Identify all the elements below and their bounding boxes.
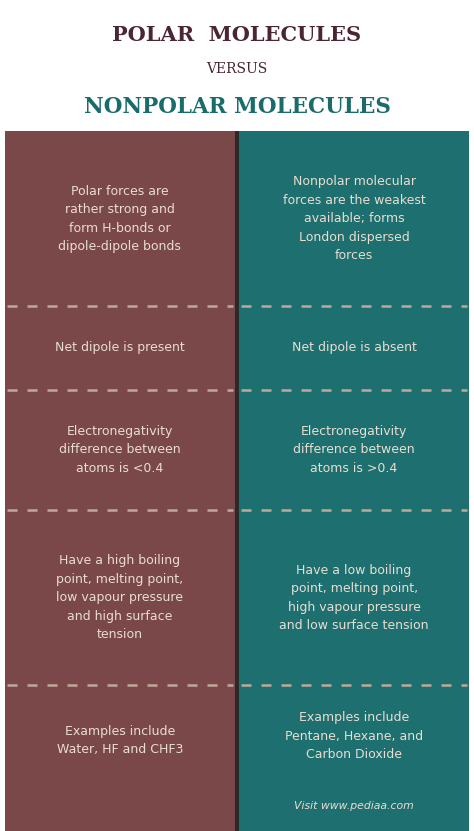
Text: Visit www.pediaa.com: Visit www.pediaa.com bbox=[294, 800, 414, 810]
Bar bbox=[239, 390, 469, 510]
Bar bbox=[5, 307, 235, 390]
Bar bbox=[239, 686, 469, 831]
Text: Electronegativity
difference between
atoms is >0.4: Electronegativity difference between ato… bbox=[293, 425, 415, 475]
Bar bbox=[5, 510, 235, 686]
Text: Examples include
Pentane, Hexane, and
Carbon Dioxide: Examples include Pentane, Hexane, and Ca… bbox=[285, 711, 423, 761]
Text: Nonpolar molecular
forces are the weakest
available; forms
London dispersed
forc: Nonpolar molecular forces are the weakes… bbox=[283, 175, 426, 263]
Text: VERSUS: VERSUS bbox=[206, 62, 268, 76]
Bar bbox=[239, 510, 469, 686]
Text: Net dipole is present: Net dipole is present bbox=[55, 342, 185, 354]
Text: NONPOLAR MOLECULES: NONPOLAR MOLECULES bbox=[83, 96, 391, 117]
Bar bbox=[5, 131, 235, 307]
Text: Examples include
Water, HF and CHF3: Examples include Water, HF and CHF3 bbox=[57, 725, 183, 756]
Bar bbox=[235, 131, 239, 831]
Text: Have a low boiling
point, melting point,
high vapour pressure
and low surface te: Have a low boiling point, melting point,… bbox=[279, 563, 429, 632]
Text: Have a high boiling
point, melting point,
low vapour pressure
and high surface
t: Have a high boiling point, melting point… bbox=[56, 554, 183, 642]
Text: Net dipole is absent: Net dipole is absent bbox=[292, 342, 417, 354]
Text: Polar forces are
rather strong and
form H-bonds or
dipole-dipole bonds: Polar forces are rather strong and form … bbox=[58, 184, 182, 253]
Bar bbox=[5, 390, 235, 510]
Text: Electronegativity
difference between
atoms is <0.4: Electronegativity difference between ato… bbox=[59, 425, 181, 475]
Bar bbox=[5, 686, 235, 831]
Text: POLAR  MOLECULES: POLAR MOLECULES bbox=[112, 25, 362, 45]
Bar bbox=[239, 307, 469, 390]
Bar bbox=[239, 131, 469, 307]
